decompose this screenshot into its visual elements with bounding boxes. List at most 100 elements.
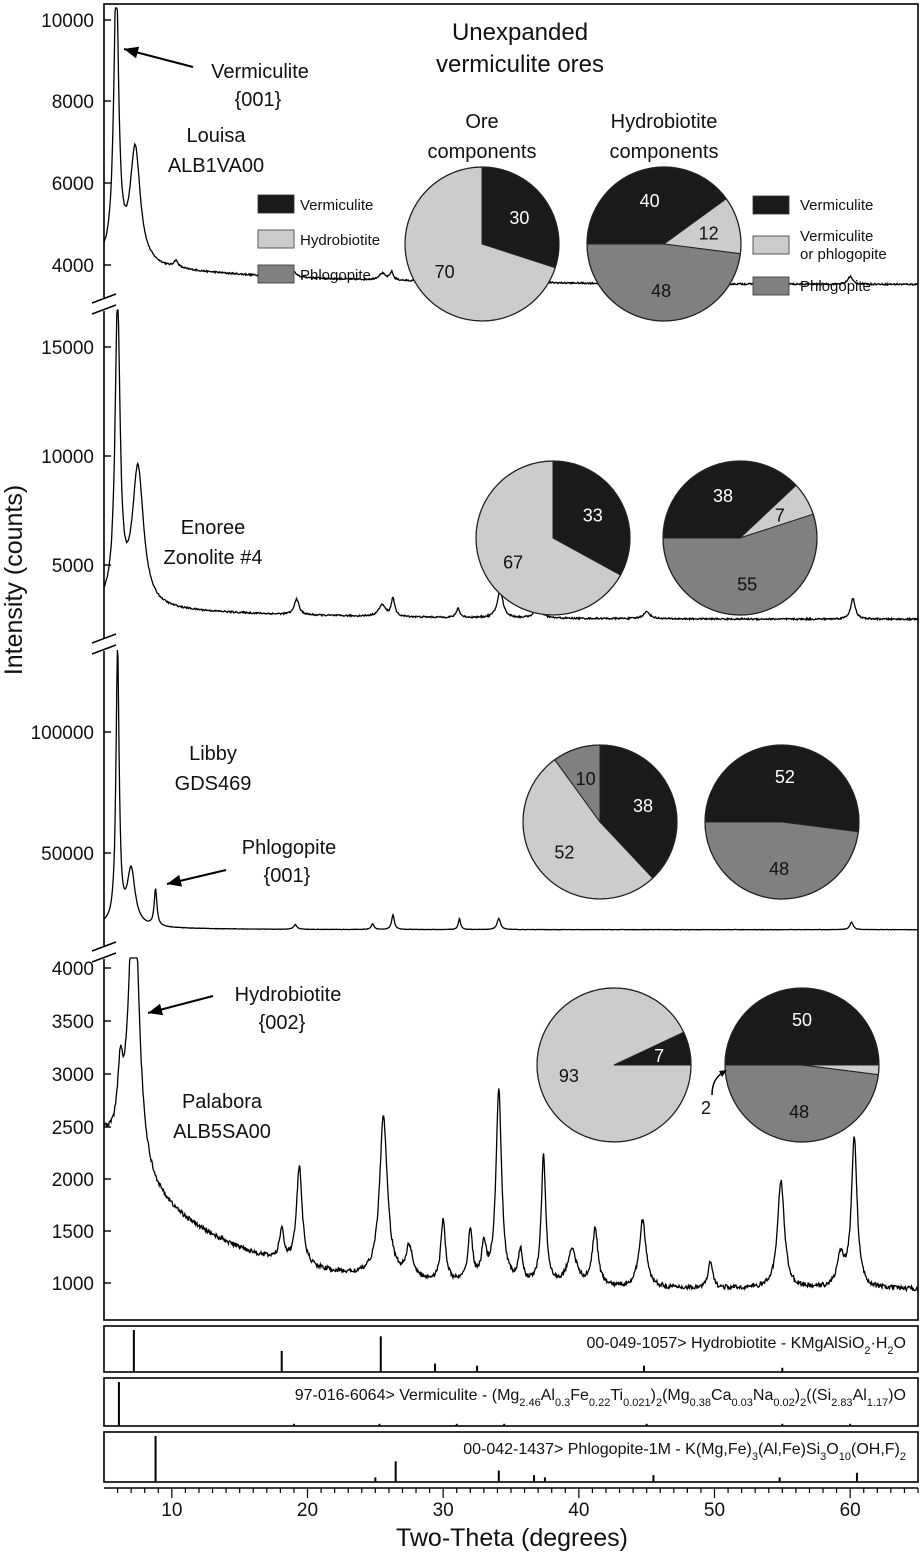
legend-swatch bbox=[752, 276, 790, 296]
x-tick-label: 10 bbox=[161, 1500, 182, 1521]
sample-label-line2: Zonolite #4 bbox=[164, 547, 263, 569]
y-tick-label: 2500 bbox=[52, 1118, 94, 1139]
annotation-label: Phlogopite bbox=[242, 837, 337, 859]
pie-value-label: 48 bbox=[769, 859, 789, 879]
y-tick-label: 3000 bbox=[52, 1065, 94, 1086]
pie-outline bbox=[475, 460, 631, 616]
x-axis: 10 20 30 40 50 60 bbox=[104, 1487, 919, 1521]
legend-label: Phlogopite bbox=[800, 278, 871, 295]
pie-small-slice-label: 2 bbox=[701, 1098, 711, 1118]
pie-outline bbox=[536, 987, 692, 1143]
pie-value-label: 48 bbox=[651, 281, 671, 301]
ref-box bbox=[103, 1325, 919, 1373]
legend-label: or phlogopite bbox=[800, 246, 887, 263]
sample-label-line2: GDS469 bbox=[175, 773, 252, 795]
pie-outline bbox=[704, 744, 860, 900]
ref-label: 00-049-1057> Hydrobiotite - KMgAlSiO2·H2… bbox=[586, 1335, 906, 1357]
y-tick-label: 15000 bbox=[41, 338, 94, 359]
pie-outline bbox=[586, 166, 742, 322]
legend-label: Hydrobiotite bbox=[300, 232, 380, 249]
legend-swatch bbox=[752, 195, 790, 215]
plot-frame bbox=[103, 3, 919, 1321]
axis-break-mark bbox=[91, 293, 117, 304]
reference-patterns: 00-049-1057> Hydrobiotite - KMgAlSiO2·H2… bbox=[103, 1325, 919, 1483]
axis-break-mark bbox=[91, 304, 117, 315]
pie-small-slice-arrowhead bbox=[719, 1070, 727, 1077]
legends: Vermiculite Hydrobiotite Phlogopite Vermicu… bbox=[257, 194, 887, 296]
axis-break-mark bbox=[91, 633, 117, 644]
x-tick-label: 40 bbox=[568, 1500, 589, 1521]
pie-value-label: 40 bbox=[640, 191, 660, 211]
trace-3 bbox=[103, 957, 919, 1293]
main-plot-border bbox=[103, 3, 919, 1321]
y-tick-label: 1500 bbox=[52, 1222, 94, 1243]
legend-swatch bbox=[752, 235, 790, 255]
y-tick-label: 50000 bbox=[41, 844, 94, 865]
annotation-arrow-head bbox=[124, 46, 140, 59]
annotation-arrow-head bbox=[167, 874, 182, 887]
pie-column-hydro-2: components bbox=[610, 141, 719, 163]
axis-break-mark bbox=[91, 952, 117, 963]
y-tick-label: 4000 bbox=[52, 959, 94, 980]
sample-label-line2: ALB5SA00 bbox=[173, 1121, 271, 1143]
sample-label-line1: Libby bbox=[189, 743, 237, 765]
annotation-label: Hydrobiotite bbox=[235, 984, 342, 1006]
ore-pie: 33 67 bbox=[475, 460, 631, 616]
pie-value-label: 67 bbox=[503, 553, 523, 573]
pie-value-label: 50 bbox=[792, 1010, 812, 1030]
pie-value-label: 7 bbox=[654, 1046, 664, 1066]
ore-pie: 30 70 bbox=[404, 166, 560, 322]
annotation-label: Vermiculite bbox=[211, 61, 309, 83]
pie-value-label: 38 bbox=[633, 796, 653, 816]
y-tick-label: 10000 bbox=[41, 447, 94, 468]
pie-charts: 30 70 40 12 48 33 67 38 7 55 38 52 10 52 48 7 93 50 48 2 bbox=[404, 166, 880, 1143]
pie-value-label: 38 bbox=[713, 486, 733, 506]
trace-2 bbox=[103, 649, 919, 931]
pie-outline bbox=[404, 166, 560, 322]
pie-value-label: 33 bbox=[583, 506, 603, 526]
pie-outline bbox=[724, 987, 880, 1143]
y-tick-label: 3500 bbox=[52, 1012, 94, 1033]
hydro-pie: 52 48 bbox=[704, 744, 860, 900]
ref-label: 00-042-1437> Phlogopite-1M - K(Mg,Fe)3(A… bbox=[463, 1441, 906, 1463]
pie-value-label: 30 bbox=[509, 208, 529, 228]
y-axis: 10000 8000 6000 4000 15000 10000 5000 100000 500… bbox=[31, 11, 117, 1295]
legend-label: Vermiculite bbox=[800, 197, 873, 214]
sample-label-line2: ALB1VA00 bbox=[168, 155, 264, 177]
hydro-pie: 40 12 48 bbox=[586, 166, 742, 322]
x-tick-label: 20 bbox=[297, 1500, 318, 1521]
sample-label-line1: Palabora bbox=[182, 1091, 263, 1113]
pie-column-ore: Ore bbox=[465, 111, 498, 133]
pie-value-label: 12 bbox=[699, 224, 719, 244]
legend-label: Vermiculite bbox=[800, 228, 873, 245]
sample-label-line1: Enoree bbox=[181, 517, 246, 539]
y-tick-label: 8000 bbox=[52, 92, 94, 113]
y-tick-label: 6000 bbox=[52, 174, 94, 195]
axis-break-mark bbox=[91, 644, 117, 655]
trace-1 bbox=[103, 309, 919, 622]
x-tick-label: 30 bbox=[433, 1500, 454, 1521]
legend-label: Vermiculite bbox=[300, 197, 373, 214]
ore-pie: 38 52 10 bbox=[522, 744, 678, 900]
y-tick-label: 2000 bbox=[52, 1170, 94, 1191]
annotation-label: {001} bbox=[264, 865, 311, 887]
pie-outline bbox=[662, 460, 818, 616]
y-tick-label: 100000 bbox=[31, 723, 94, 744]
legend-swatch bbox=[257, 264, 295, 284]
pie-value-label: 52 bbox=[554, 842, 574, 862]
pie-value-label: 70 bbox=[435, 262, 455, 282]
pie-value-label: 10 bbox=[576, 769, 596, 789]
pie-outline bbox=[522, 744, 678, 900]
ref-box bbox=[103, 1377, 919, 1427]
pie-value-label: 52 bbox=[775, 767, 795, 787]
legend-swatch bbox=[257, 229, 295, 249]
annotation-arrow-head bbox=[148, 1003, 164, 1016]
x-tick-label: 50 bbox=[704, 1500, 725, 1521]
annotation-label: {001} bbox=[235, 89, 282, 111]
legend-swatch bbox=[257, 194, 295, 214]
chart-title-line1: Unexpanded bbox=[452, 19, 588, 46]
pie-column-ore-2: components bbox=[428, 141, 537, 163]
chart-title-line2: vermiculite ores bbox=[436, 51, 604, 78]
y-axis-label: Intensity (counts) bbox=[0, 485, 28, 675]
